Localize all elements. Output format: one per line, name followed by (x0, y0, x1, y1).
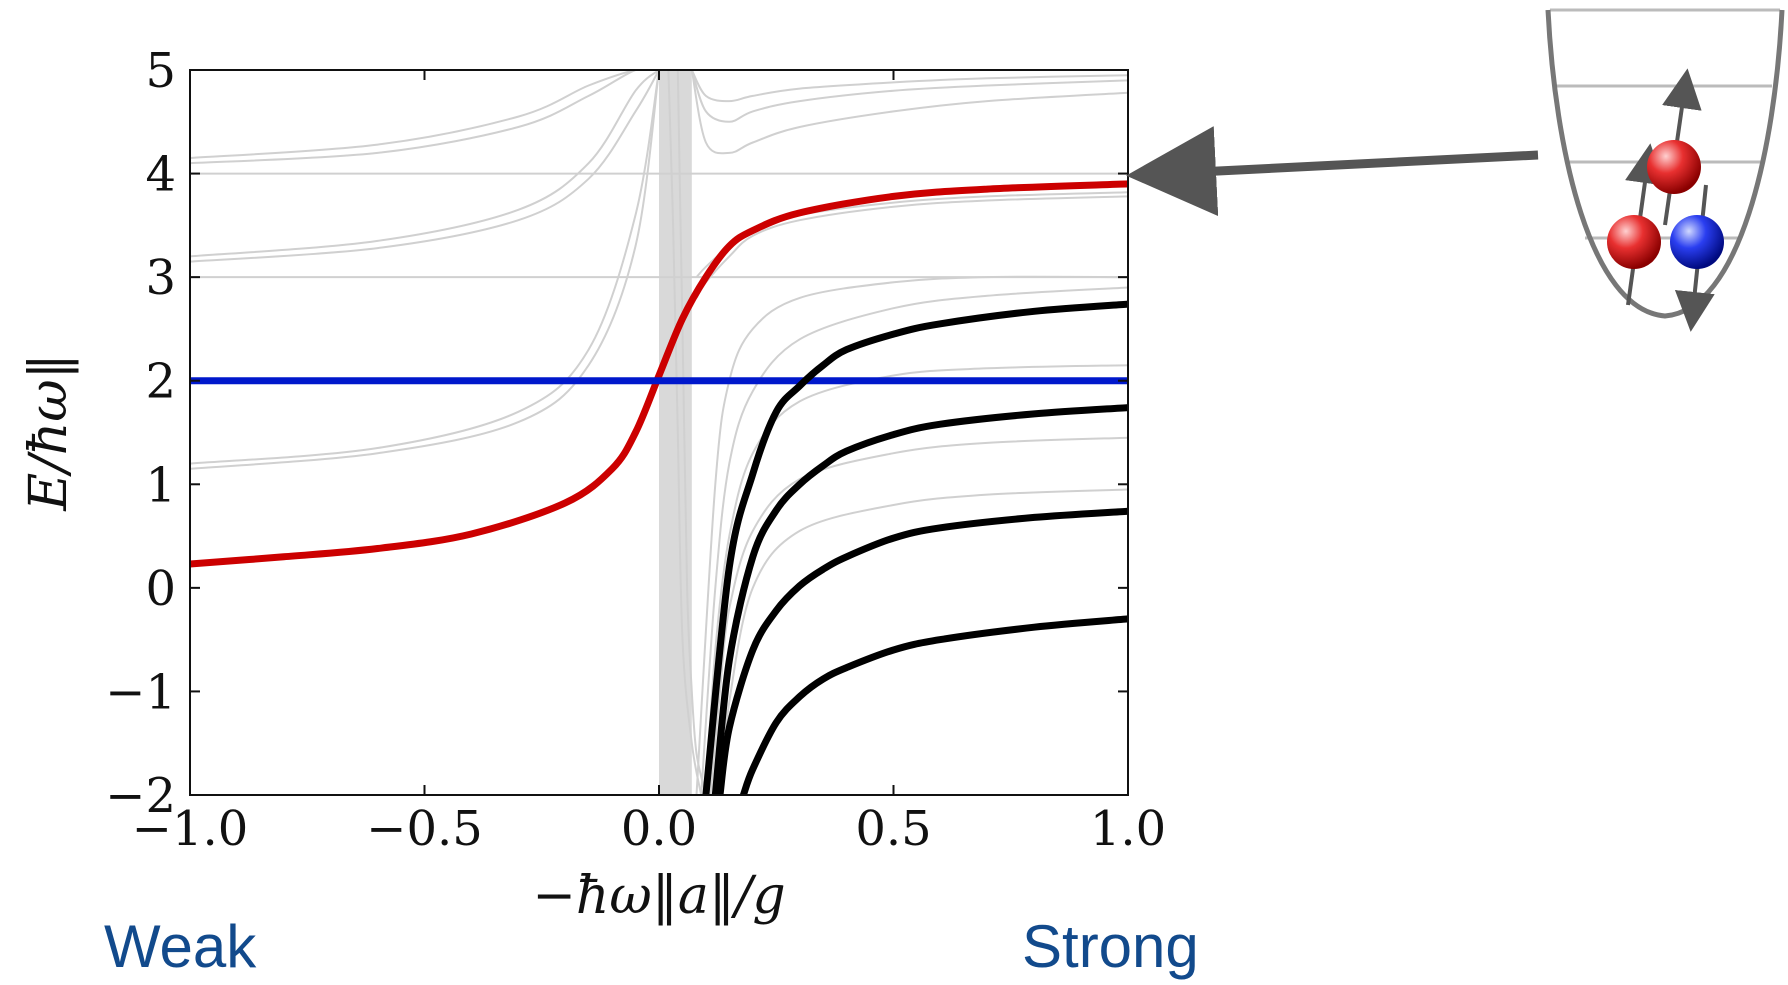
highlight-curve-1 (190, 180, 1128, 568)
background-curve-14 (695, 275, 1128, 795)
red-particle-bottom (1607, 215, 1661, 269)
arrow-shaft (1126, 126, 1539, 217)
background-curve-15 (700, 286, 1128, 795)
background-curve-11 (690, 70, 1128, 155)
x-tick-label: 1.0 (1090, 801, 1166, 857)
y-tick-label: 3 (145, 250, 176, 306)
background-curve-4 (190, 70, 660, 258)
background-curves (190, 70, 1128, 795)
y-tick-label: 1 (145, 457, 176, 513)
background-curve-6 (190, 70, 660, 470)
x-axis-label: −ħω‖a‖/g (532, 866, 785, 926)
background-curve-5 (190, 70, 660, 465)
x-tick-label: 0.5 (855, 801, 931, 857)
highlight-curve-5 (716, 507, 1128, 795)
red-particle-top (1647, 140, 1701, 194)
x-tick-label: −0.5 (366, 801, 483, 857)
x-tick-label: −1.0 (132, 801, 249, 857)
weak-label: Weak (104, 913, 257, 980)
blue-particle (1670, 215, 1724, 269)
y-tick-label: 0 (145, 561, 176, 617)
strong-label: Strong (1022, 913, 1199, 980)
plot-area: −1.0 −0.5 0.0 0.5 1.0 −2 −1 0 1 2 3 4 5 (105, 43, 1166, 857)
background-curve-17 (709, 436, 1128, 795)
trap-diagram (1545, 8, 1785, 332)
pointer-arrow (1126, 126, 1539, 217)
background-curve-3 (190, 70, 660, 263)
background-curve-18 (719, 488, 1128, 795)
y-axis-label: E/ħω‖ (19, 353, 79, 511)
highlight-curve-4 (711, 404, 1128, 795)
shaded-band-layer (659, 70, 692, 795)
background-curve-20 (667, 70, 703, 795)
trap-potential (1545, 9, 1785, 319)
highlight-curve-3 (702, 300, 1128, 795)
y-tick-label: 5 (145, 43, 176, 99)
y-tick-label: −2 (105, 768, 176, 824)
background-curve-9 (690, 70, 1128, 123)
background-curve-13 (695, 195, 1128, 299)
highlight-curve-6 (739, 615, 1128, 795)
y-tick-label: 2 (145, 354, 176, 410)
y-tick-label: −1 (105, 664, 176, 720)
y-tick-label: 4 (145, 147, 176, 203)
highlight-curves (190, 180, 1128, 795)
background-curve-19 (676, 70, 707, 795)
shaded-region (659, 70, 692, 795)
axis-ticks: −1.0 −0.5 0.0 0.5 1.0 −2 −1 0 1 2 3 4 5 (105, 43, 1166, 857)
background-curve-10 (690, 70, 1128, 103)
x-tick-label: 0.0 (621, 801, 697, 857)
